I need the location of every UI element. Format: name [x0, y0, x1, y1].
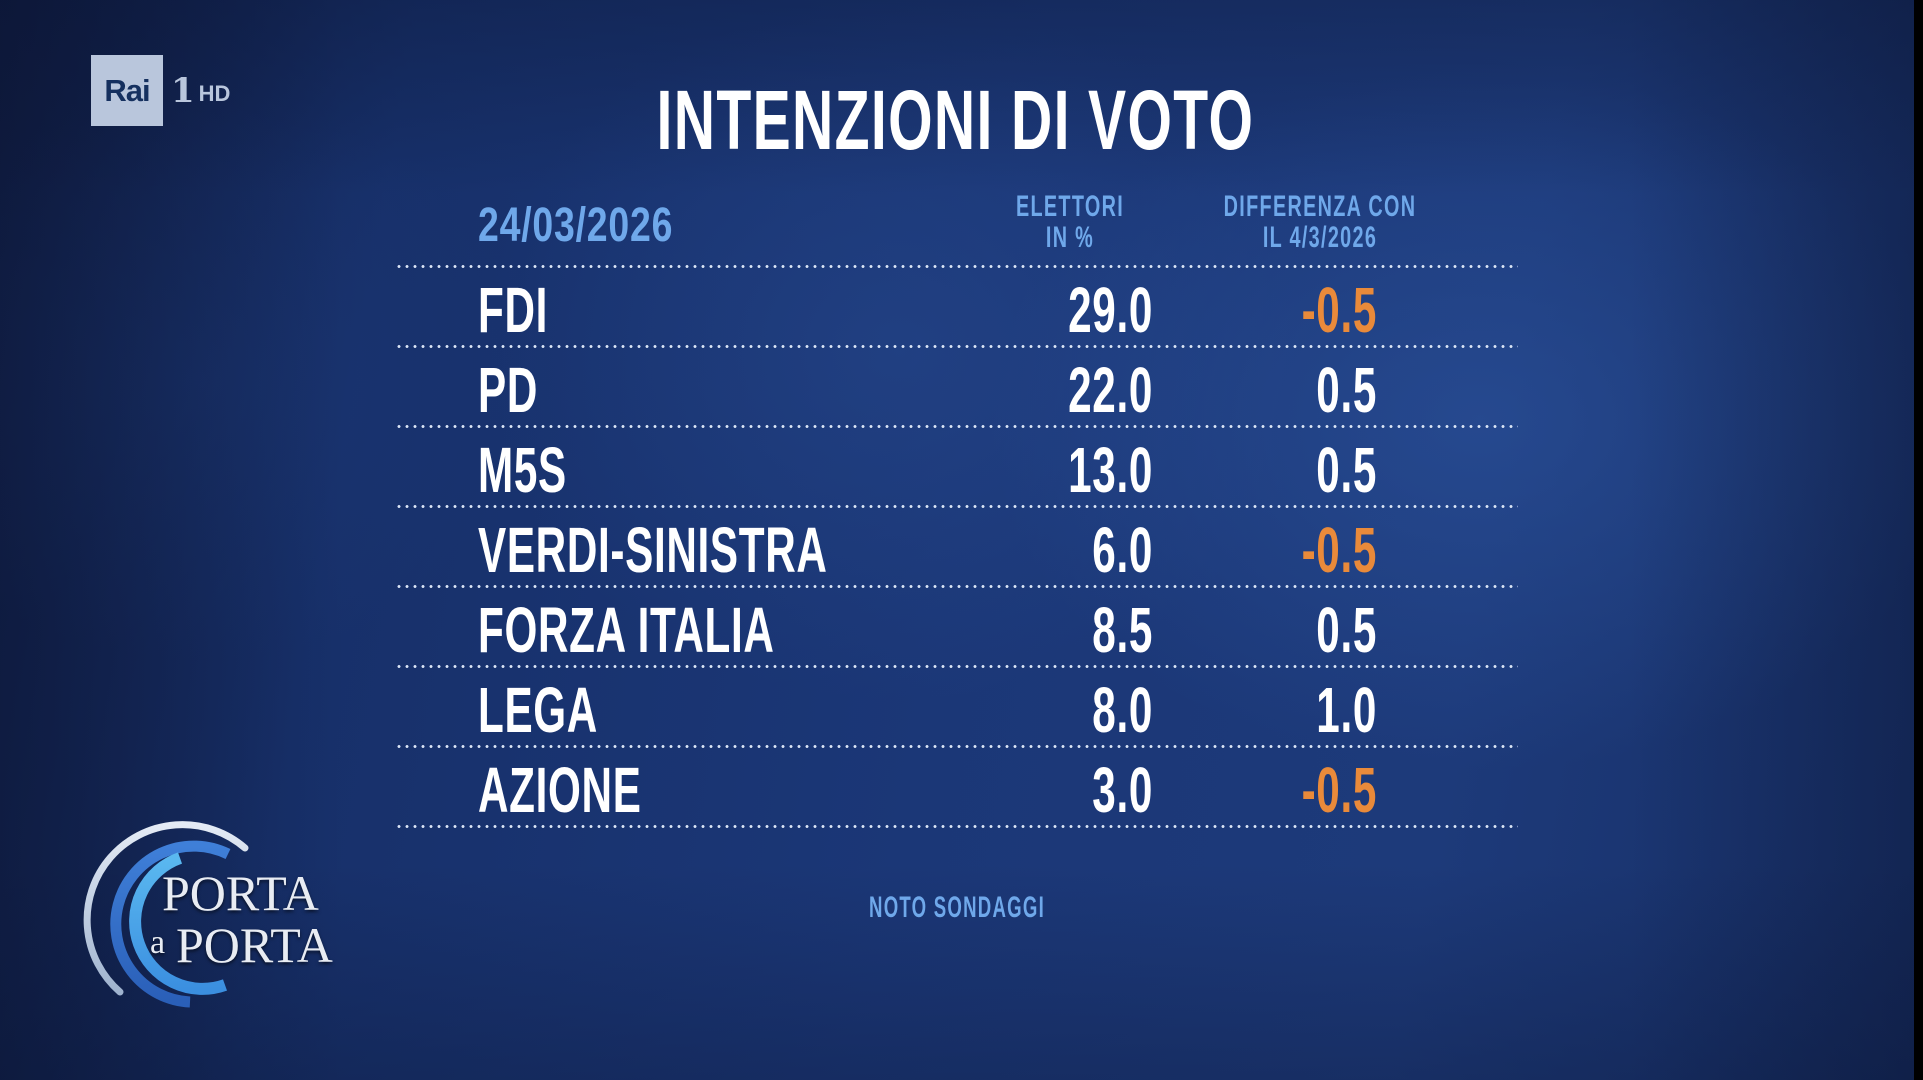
vote-percent: 22.0: [1068, 354, 1153, 426]
vote-difference: 1.0: [1316, 674, 1377, 746]
vote-difference: -0.5: [1301, 514, 1377, 586]
program-logo: PORTA a PORTA: [80, 820, 340, 1020]
column-header-line: ELETTORI: [1015, 190, 1125, 223]
vote-percent: 6.0: [1092, 514, 1153, 586]
vote-percent: 13.0: [1068, 434, 1153, 506]
party-name: FDI: [478, 274, 549, 346]
vote-percent: 29.0: [1068, 274, 1153, 346]
dotted-divider: [395, 745, 1518, 748]
dotted-divider: [395, 345, 1518, 348]
dotted-divider: [395, 425, 1518, 428]
vote-difference: -0.5: [1301, 274, 1377, 346]
table-row: M5S 13.0 0.5: [395, 428, 1518, 505]
dotted-divider: [395, 505, 1518, 508]
dotted-divider: [395, 825, 1518, 828]
poll-table: 24/03/2026 ELETTORI IN % DIFFERENZA CON …: [395, 180, 1518, 828]
column-header-line: IL 4/3/2026: [1262, 221, 1378, 254]
arc-rings-icon: [83, 821, 249, 1008]
dotted-divider: [395, 665, 1518, 668]
party-name: FORZA ITALIA: [478, 594, 775, 666]
party-name: AZIONE: [478, 754, 642, 826]
vote-percent: 8.0: [1092, 674, 1153, 746]
dotted-divider: [395, 585, 1518, 588]
party-name: M5S: [478, 434, 567, 506]
party-name: LEGA: [478, 674, 598, 746]
program-title-line1: PORTA: [162, 865, 319, 921]
vote-percent: 8.5: [1092, 594, 1153, 666]
table-row: LEGA 8.0 1.0: [395, 668, 1518, 745]
channel-number: 1: [171, 70, 195, 111]
rai-logo-box: Rai: [91, 55, 163, 126]
hd-badge: HD: [198, 80, 231, 106]
party-name: VERDI-SINISTRA: [478, 514, 828, 586]
poll-date: 24/03/2026: [478, 199, 674, 252]
party-name: PD: [478, 354, 538, 426]
vote-difference: 0.5: [1316, 354, 1377, 426]
column-header-line: DIFFERENZA CON: [1223, 190, 1417, 223]
table-row: FORZA ITALIA 8.5 0.5: [395, 588, 1518, 665]
table-header: 24/03/2026 ELETTORI IN % DIFFERENZA CON …: [395, 180, 1518, 265]
table-row: PD 22.0 0.5: [395, 348, 1518, 425]
column-header-line: IN %: [1045, 221, 1095, 254]
vote-percent: 3.0: [1092, 754, 1153, 826]
program-title-connector: a: [150, 924, 166, 961]
column-header-voters: ELETTORI IN %: [994, 191, 1146, 253]
rai-logo-text: Rai: [104, 72, 150, 108]
program-title-line2: PORTA: [176, 917, 333, 973]
table-row: FDI 29.0 -0.5: [395, 268, 1518, 345]
vote-difference: 0.5: [1316, 594, 1377, 666]
page-title: INTENZIONI DI VOTO: [656, 73, 1255, 167]
dotted-divider: [395, 265, 1518, 268]
table-row: VERDI-SINISTRA 6.0 -0.5: [395, 508, 1518, 585]
channel-logo: Rai 1 HD: [91, 55, 230, 126]
vote-difference: -0.5: [1301, 754, 1377, 826]
column-header-difference: DIFFERENZA CON IL 4/3/2026: [1201, 191, 1439, 253]
poll-source: NOTO SONDAGGI: [869, 891, 1045, 924]
table-row: AZIONE 3.0 -0.5: [395, 748, 1518, 825]
vote-difference: 0.5: [1316, 434, 1377, 506]
